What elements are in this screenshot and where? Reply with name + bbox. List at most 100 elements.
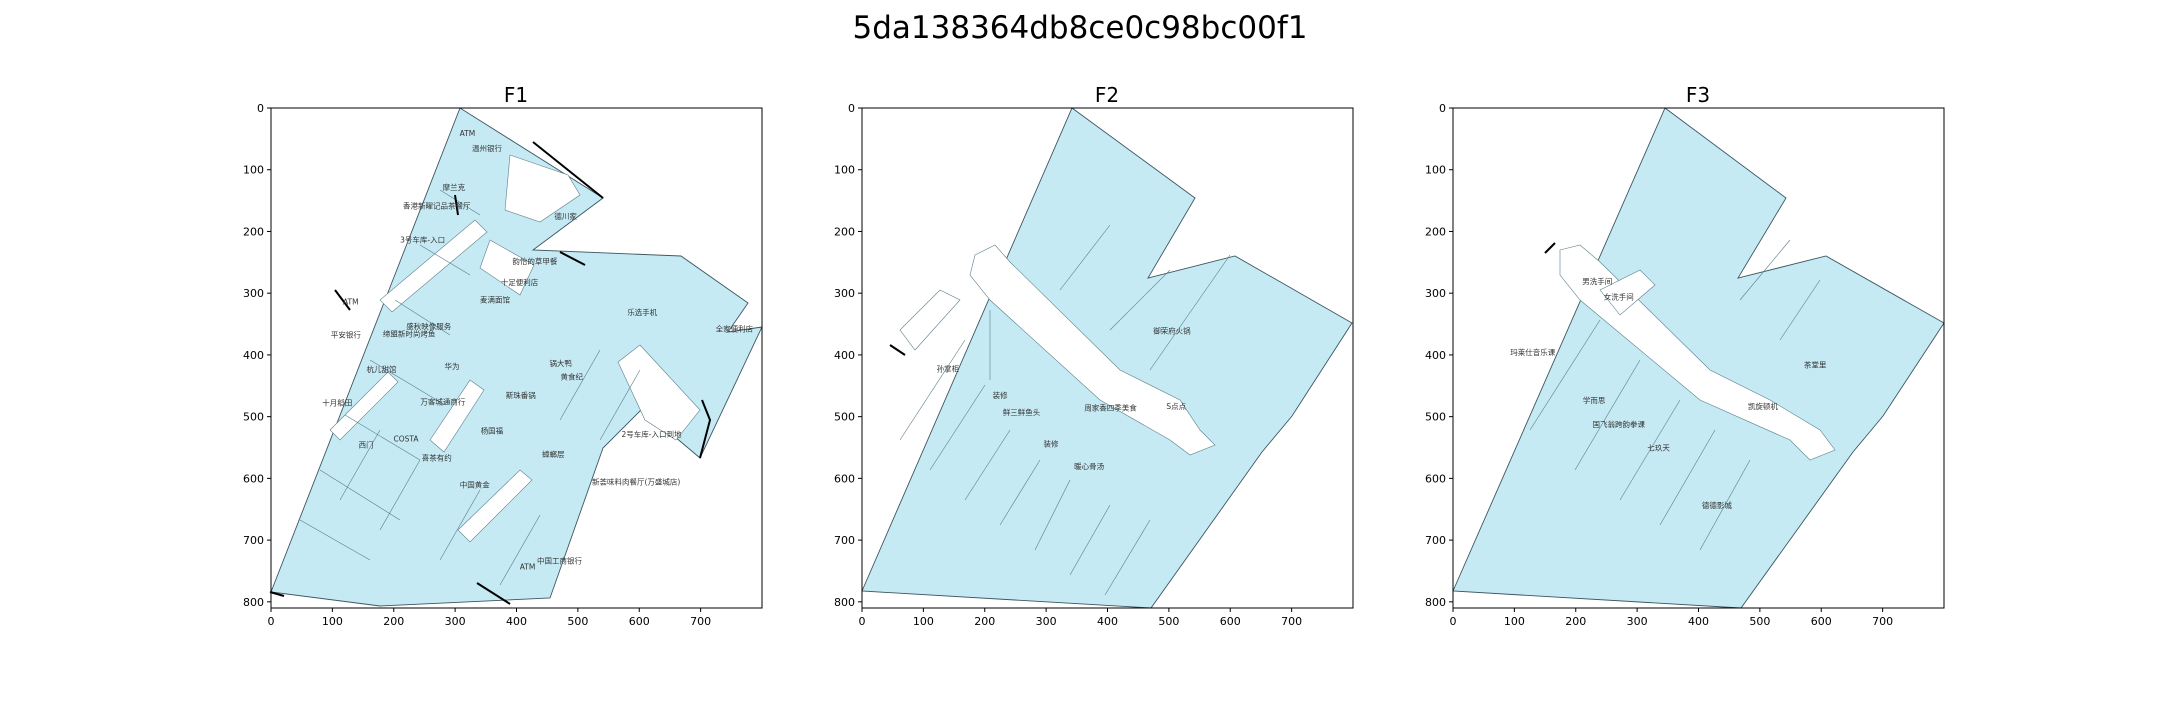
floor-f2-walls bbox=[889, 344, 906, 356]
floor-f1-shop-label: 万客城通商行 bbox=[420, 396, 465, 406]
floor-f1-shop-label: 韵怡的草甲餐 bbox=[512, 256, 557, 266]
floor-f1-shop-label: 摩兰克 bbox=[443, 182, 466, 192]
floor-f1-shop-label: 平安银行 bbox=[331, 330, 361, 340]
floor-f2-shop-label: 暖心骨汤 bbox=[1074, 462, 1104, 471]
floor-f3-walls bbox=[1544, 242, 1556, 254]
floor-f1-map bbox=[269, 107, 763, 607]
floor-f2-shop-label: 鲜三鲜鱼头 bbox=[1003, 407, 1041, 417]
floor-f2-shop-label: 装修 bbox=[993, 390, 1008, 400]
floor-f1-x-tick-label: 300 bbox=[445, 615, 466, 628]
figure-title: 5da138364db8ce0c98bc00f1 bbox=[853, 10, 1308, 46]
floor-f3-y-tick-label: 400 bbox=[1425, 349, 1446, 362]
floor-f1-x-tick-label: 400 bbox=[506, 615, 527, 628]
floor-f1-shop-label: 温州银行 bbox=[472, 143, 502, 153]
floor-f3-shop-label: 国飞翁跨韵拳课 bbox=[1592, 419, 1645, 429]
floor-f2-x-axis: 0 100 200 300 400 500 600 700 bbox=[859, 608, 1302, 628]
floor-f1-title: F1 bbox=[504, 83, 528, 107]
floor-f1-y-tick-label: 800 bbox=[243, 596, 264, 609]
floor-f3-title: F3 bbox=[1686, 83, 1710, 107]
floor-f1-shop-label: 锅大鸭 bbox=[549, 358, 572, 368]
floor-f3-y-tick-label: 500 bbox=[1425, 411, 1446, 424]
floor-f1-y-tick-label: 100 bbox=[243, 164, 264, 177]
floor-f2-map bbox=[861, 107, 1353, 609]
floor-f1-shop-label: 杭儿甜馆 bbox=[366, 364, 396, 374]
floor-f2-corridor-west bbox=[899, 289, 961, 351]
floor-f2-y-tick-label: 0 bbox=[848, 102, 855, 115]
floor-f3-y-tick-label: 800 bbox=[1425, 596, 1446, 609]
floor-f1-y-tick-label: 700 bbox=[243, 534, 264, 547]
floor-f3-y-tick-label: 200 bbox=[1425, 225, 1446, 238]
floor-f2-x-tick-label: 600 bbox=[1220, 615, 1241, 628]
floor-f1-x-tick-label: 0 bbox=[268, 615, 275, 628]
floor-f1-shop-label: ATM bbox=[343, 297, 359, 306]
floor-f3-shop-label: 女洗手间 bbox=[1604, 291, 1634, 301]
floor-f1-shop-label: 全家便利店 bbox=[716, 323, 754, 333]
floor-f1-shop-label: 中国工商银行 bbox=[537, 556, 582, 566]
floor-f3-x-tick-label: 600 bbox=[1811, 615, 1832, 628]
floor-f3-shop-label: 玛莱仕音乐课 bbox=[1510, 347, 1555, 357]
floor-f1-y-tick-label: 200 bbox=[243, 225, 264, 238]
floor-f3-outline bbox=[1452, 107, 1945, 609]
floor-f2-y-tick-label: 300 bbox=[834, 287, 855, 300]
floor-f3-x-tick-label: 0 bbox=[1450, 615, 1457, 628]
floor-f1-room-dividers bbox=[299, 189, 641, 586]
floor-f3-y-tick-label: 0 bbox=[1439, 102, 1446, 115]
floor-f1-void-top bbox=[504, 154, 581, 223]
floor-f2-shop-label: 御荣府火锅 bbox=[1153, 325, 1191, 335]
floor-f1-x-tick-label: 500 bbox=[567, 615, 588, 628]
floor-f1-shop-label: 2号车库-入口到地 bbox=[622, 429, 682, 439]
floor-f1-x-tick-label: 700 bbox=[690, 615, 711, 628]
floor-f1-walls bbox=[269, 141, 712, 605]
floor-f1-y-tick-label: 600 bbox=[243, 472, 264, 485]
floor-f2-y-tick-label: 200 bbox=[834, 225, 855, 238]
floor-f3-y-axis: 0 100 200 300 400 500 600 700 800 bbox=[1425, 102, 1453, 609]
floor-f2-shop-label: 周家香四季美食 bbox=[1084, 402, 1137, 412]
floor-f3-panel: F3 男洗手间女洗手间玛莱仕音乐课茶堂里学而思凯旋顿机国飞翁跨韵拳课七玖天德德影… bbox=[1425, 83, 1945, 628]
floor-f3-x-tick-label: 400 bbox=[1688, 615, 1709, 628]
floor-f3-shop-label: 凯旋顿机 bbox=[1748, 401, 1778, 411]
floor-f2-room-dividers bbox=[899, 224, 1231, 596]
floor-f1-shop-label: 黄食纪 bbox=[560, 372, 583, 382]
floor-f1-shop-label: 喜茶有约 bbox=[422, 452, 452, 462]
floor-f3-room-dividers bbox=[1529, 239, 1821, 551]
floor-f2-y-tick-label: 700 bbox=[834, 534, 855, 547]
floor-f1-shop-label: 缔盟新时尚烤鱼 bbox=[383, 328, 436, 338]
floor-f1-shop-label: 中国黄金 bbox=[460, 480, 490, 490]
floor-f2-y-tick-label: 400 bbox=[834, 349, 855, 362]
floor-f1-outline bbox=[270, 107, 763, 607]
floor-f2-title: F2 bbox=[1095, 83, 1119, 107]
floor-f1-shop-label: 华为 bbox=[445, 361, 460, 371]
floor-f1-shop-label: 乐选手机 bbox=[627, 307, 657, 317]
floor-f2-x-tick-label: 0 bbox=[859, 615, 866, 628]
floor-f1-shop-label: 斯珠番锅 bbox=[506, 390, 536, 400]
floor-f3-y-tick-label: 700 bbox=[1425, 534, 1446, 547]
floor-f1-shop-label: ATM bbox=[520, 563, 536, 572]
floor-f2-shop-label: 孙掌柜 bbox=[937, 364, 960, 374]
floor-f1-shop-label: ATM bbox=[460, 129, 476, 138]
floor-f1-panel: F1 bbox=[243, 83, 763, 628]
floor-f2-shop-label: 装修 bbox=[1044, 438, 1059, 448]
floor-f3-y-tick-label: 600 bbox=[1425, 472, 1446, 485]
floor-f2-corridor-main bbox=[969, 244, 1216, 456]
floor-f2-y-tick-label: 100 bbox=[834, 164, 855, 177]
floor-f1-shop-label: 香港新曜记品茶餐厅 bbox=[403, 201, 471, 211]
floor-f3-y-tick-label: 300 bbox=[1425, 287, 1446, 300]
floor-f1-shop-label: 西门 bbox=[359, 441, 374, 450]
floor-f2-x-tick-label: 400 bbox=[1097, 615, 1118, 628]
floor-f1-shop-label: 十月稻田 bbox=[322, 398, 352, 408]
floor-f2-y-tick-label: 800 bbox=[834, 596, 855, 609]
floor-f3-shop-label: 茶堂里 bbox=[1804, 359, 1827, 369]
floor-f1-y-tick-label: 500 bbox=[243, 411, 264, 424]
floor-f3-shop-label: 德德影城 bbox=[1702, 500, 1732, 510]
floor-f3-x-tick-label: 300 bbox=[1627, 615, 1648, 628]
floor-f1-shop-label: 杨国福 bbox=[481, 425, 504, 435]
floor-f3-x-tick-label: 500 bbox=[1749, 615, 1770, 628]
floor-f3-x-axis: 0 100 200 300 400 500 600 700 bbox=[1450, 608, 1893, 628]
floor-f1-corridor-west bbox=[329, 371, 399, 441]
floor-f1-shop-label: 德川家 bbox=[554, 211, 577, 221]
floor-f1-y-tick-label: 0 bbox=[257, 102, 264, 115]
floor-f2-x-tick-label: 500 bbox=[1158, 615, 1179, 628]
